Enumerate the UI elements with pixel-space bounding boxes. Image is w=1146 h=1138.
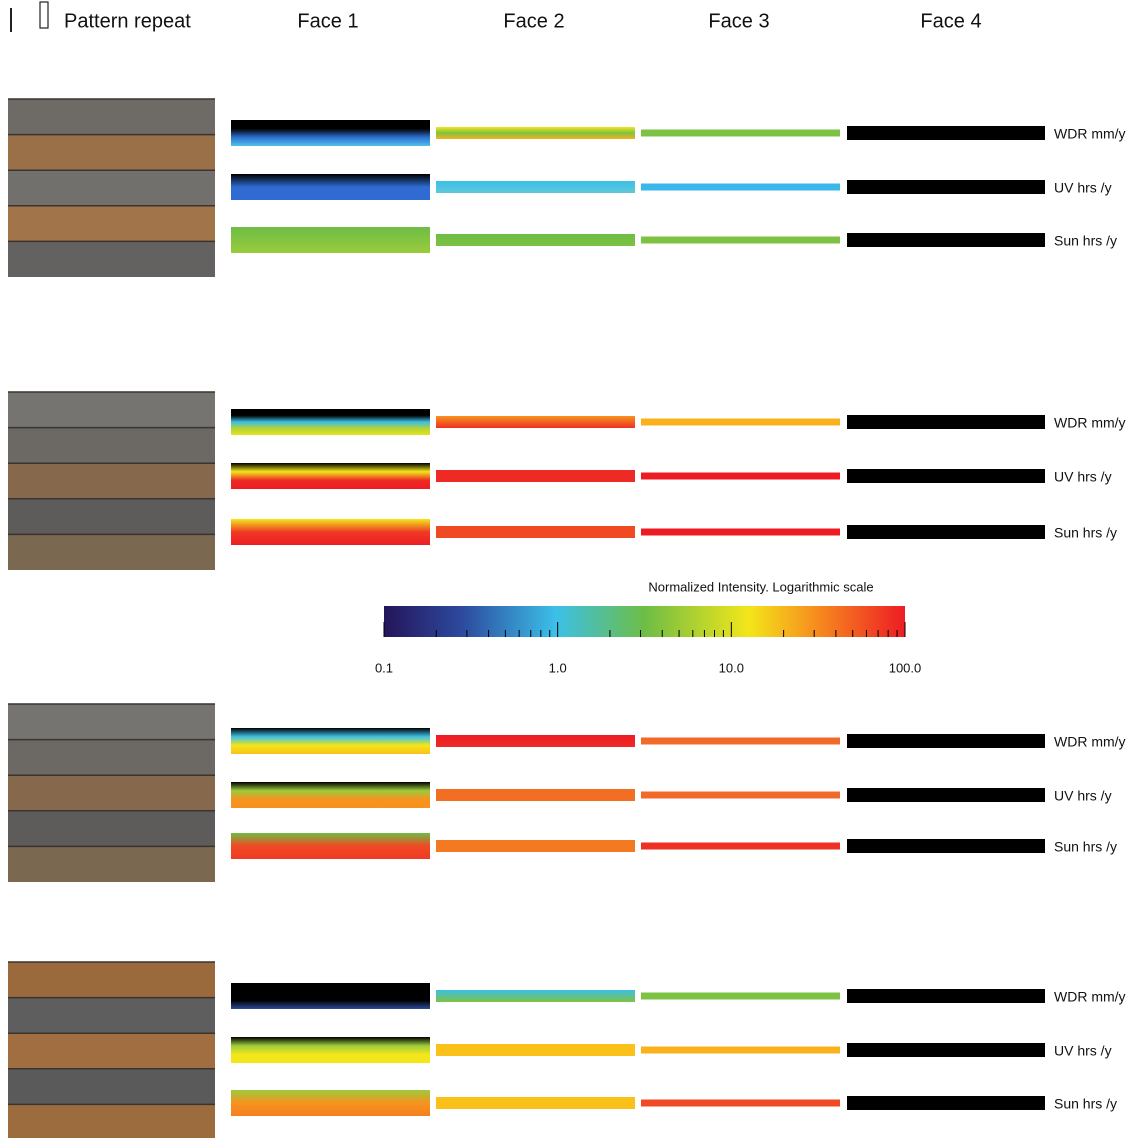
intensity-bar xyxy=(641,1046,840,1054)
header-title: Pattern repeat xyxy=(64,10,191,32)
colorbar-tick-label: 1.0 xyxy=(549,660,567,675)
intensity-bar xyxy=(436,416,635,428)
intensity-bar xyxy=(641,183,840,191)
intensity-bar xyxy=(847,126,1045,140)
colorbar-tick-label: 100.0 xyxy=(889,660,922,675)
intensity-bar xyxy=(641,737,840,745)
intensity-bar xyxy=(847,734,1045,748)
intensity-bar xyxy=(847,415,1045,429)
material-group: WDR mm/y UV hrs /y Sun hrs /y xyxy=(8,961,1126,1138)
intensity-bar xyxy=(231,463,430,489)
metric-label: UV hrs /y xyxy=(1054,469,1112,485)
intensity-bar xyxy=(847,233,1045,247)
intensity-bar xyxy=(436,1097,635,1109)
intensity-bar xyxy=(231,409,430,435)
wood-plank xyxy=(8,810,215,847)
wood-plank xyxy=(8,99,215,135)
metric-label: UV hrs /y xyxy=(1054,788,1112,804)
intensity-bar xyxy=(847,1043,1045,1057)
wood-plank xyxy=(8,241,215,277)
material-group: WDR mm/y UV hrs /y Sun hrs /y xyxy=(8,391,1126,570)
intensity-bar xyxy=(231,1037,430,1063)
metric-label: Sun hrs /y xyxy=(1054,525,1117,541)
wood-plank xyxy=(8,463,215,499)
intensity-bar xyxy=(436,789,635,801)
intensity-bar xyxy=(641,236,840,244)
intensity-bar xyxy=(641,1099,840,1107)
intensity-bar xyxy=(231,519,430,545)
face-header: Face 2 xyxy=(503,10,564,32)
metric-label: WDR mm/y xyxy=(1054,126,1126,142)
intensity-bar xyxy=(231,120,430,146)
intensity-bar xyxy=(641,472,840,480)
intensity-bar xyxy=(847,469,1045,483)
wood-plank xyxy=(8,1033,215,1069)
intensity-bar xyxy=(847,839,1045,853)
face-header: Face 3 xyxy=(708,10,769,32)
intensity-bar xyxy=(436,234,635,246)
intensity-bar xyxy=(231,227,430,253)
colorbar-title: Normalized Intensity. Logarithmic scale xyxy=(648,579,873,594)
metric-label: UV hrs /y xyxy=(1054,180,1112,196)
intensity-bar xyxy=(641,528,840,536)
wood-plank xyxy=(8,1068,215,1105)
material-group: WDR mm/y UV hrs /y Sun hrs /y xyxy=(8,703,1126,882)
colorbar xyxy=(384,606,905,637)
intensity-bar xyxy=(847,989,1045,1003)
intensity-bar xyxy=(436,735,635,747)
wood-plank xyxy=(8,997,215,1034)
intensity-bar xyxy=(847,180,1045,194)
intensity-bar xyxy=(436,526,635,538)
metric-label: UV hrs /y xyxy=(1054,1043,1112,1059)
intensity-bar xyxy=(847,525,1045,539)
wood-plank xyxy=(8,962,215,998)
metric-label: Sun hrs /y xyxy=(1054,233,1117,249)
metric-label: WDR mm/y xyxy=(1054,989,1126,1005)
intensity-bar xyxy=(436,1044,635,1056)
wood-plank xyxy=(8,739,215,776)
intensity-bar xyxy=(231,782,430,808)
intensity-bar xyxy=(436,840,635,852)
metric-label: WDR mm/y xyxy=(1054,415,1126,431)
metric-label: Sun hrs /y xyxy=(1054,1096,1117,1112)
intensity-bar xyxy=(231,1090,430,1116)
wood-plank xyxy=(8,704,215,740)
intensity-bar xyxy=(231,728,430,754)
intensity-bar xyxy=(436,470,635,482)
intensity-bar xyxy=(231,833,430,859)
intensity-bar xyxy=(847,1096,1045,1110)
wood-plank xyxy=(8,775,215,811)
material-group: WDR mm/y UV hrs /y Sun hrs /y xyxy=(8,98,1126,277)
wood-plank xyxy=(8,392,215,428)
intensity-bar xyxy=(436,990,635,1002)
colorbar-tick-label: 0.1 xyxy=(375,660,393,675)
intensity-bar xyxy=(436,181,635,193)
wood-plank xyxy=(8,170,215,206)
glyph xyxy=(39,1,49,29)
intensity-bar xyxy=(641,418,840,426)
intensity-bar xyxy=(847,788,1045,802)
intensity-bar xyxy=(641,129,840,137)
metric-label: WDR mm/y xyxy=(1054,734,1126,750)
intensity-bar xyxy=(231,174,430,200)
face-header: Face 4 xyxy=(920,10,981,32)
wood-plank xyxy=(8,846,215,882)
intensity-bar xyxy=(641,992,840,1000)
intensity-bar xyxy=(641,791,840,799)
face-header: Face 1 xyxy=(297,10,358,32)
wood-plank xyxy=(8,534,215,570)
wood-plank xyxy=(8,1104,215,1138)
intensity-bar xyxy=(641,842,840,850)
wood-plank xyxy=(8,134,215,171)
intensity-bar xyxy=(436,127,635,139)
glyph xyxy=(10,8,12,32)
colorbar-tick-label: 10.0 xyxy=(719,660,744,675)
wood-plank xyxy=(8,498,215,535)
intensity-bar xyxy=(231,983,430,1009)
wood-plank xyxy=(8,205,215,242)
wood-plank xyxy=(8,427,215,464)
metric-label: Sun hrs /y xyxy=(1054,839,1117,855)
